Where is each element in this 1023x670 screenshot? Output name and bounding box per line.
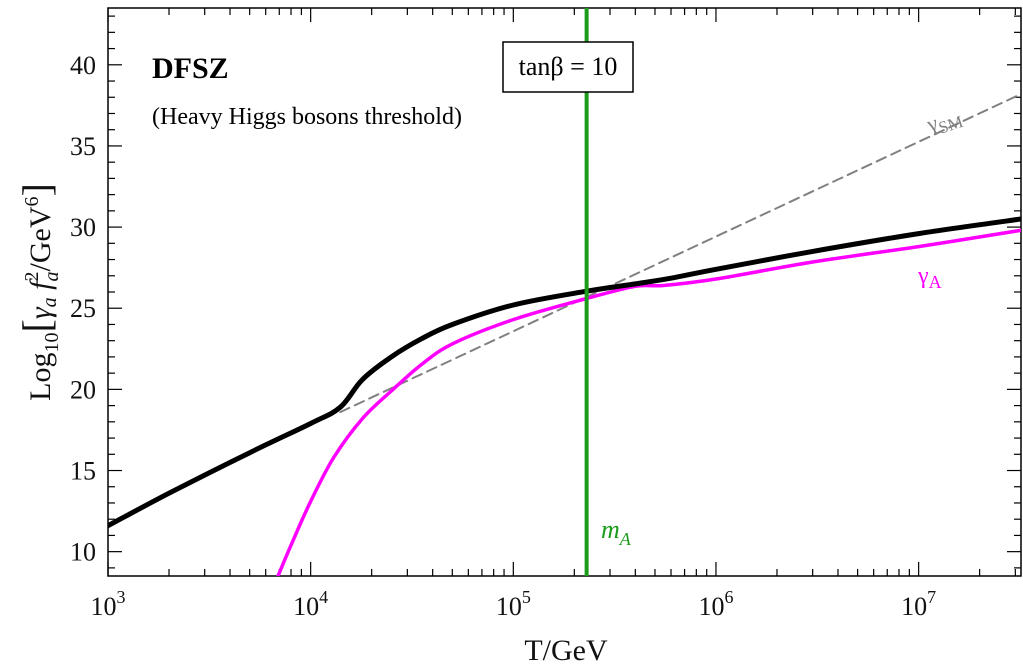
x-tick-label: 105 (496, 587, 531, 621)
gammaA-label: γA (917, 263, 942, 292)
x-axis-title: T/GeV (524, 634, 608, 667)
series-gammaA-line (276, 228, 1021, 576)
y-tick-label: 35 (70, 132, 96, 161)
y-axis-title: Log10[γa f2a/GeV6] (14, 183, 63, 401)
series-layer (108, 8, 1021, 576)
tanbeta-label: tanβ = 10 (519, 52, 618, 81)
plot-frame (107, 7, 1022, 577)
axis-ticks: 103 104 105 106 107 10 15 20 25 30 35 40 (70, 8, 1021, 621)
y-tick-label: 20 (70, 375, 96, 404)
y-tick-label: 40 (70, 51, 96, 80)
model-label: DFSZ (152, 52, 229, 85)
x-tick-label: 106 (698, 587, 733, 621)
tanbeta-box (502, 41, 634, 93)
y-tick-label: 25 (70, 294, 96, 323)
gammaSM-label: γSM (923, 102, 966, 140)
plot-area (107, 7, 1022, 577)
svg-text:Log10[γa f2a/GeV6]: Log10[γa f2a/GeV6] (14, 183, 63, 401)
x-tick-label: 104 (293, 587, 328, 621)
y-tick-label: 15 (70, 457, 96, 486)
x-tick-label: 103 (91, 587, 126, 621)
mA-label: mA (601, 515, 632, 549)
x-tick-label: 107 (901, 587, 936, 621)
y-tick-label: 30 (70, 213, 96, 242)
series-gammaSM-line (339, 93, 1021, 414)
y-tick-label: 10 (70, 538, 96, 567)
subtitle-label: (Heavy Higgs bosons threshold) (152, 104, 462, 130)
series-total-line (108, 216, 1021, 529)
